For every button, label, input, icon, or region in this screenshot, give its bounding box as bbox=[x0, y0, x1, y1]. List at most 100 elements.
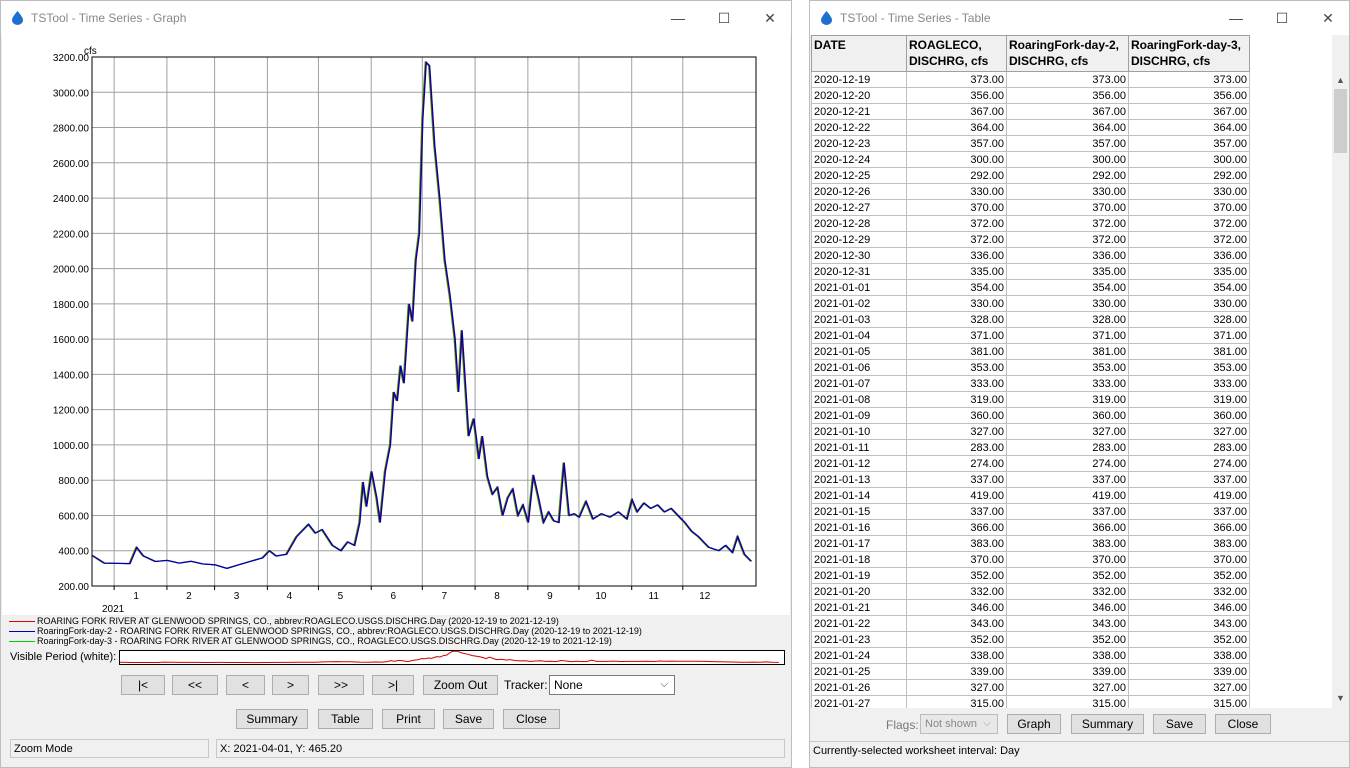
back-button[interactable]: < bbox=[226, 675, 265, 695]
value-cell[interactable]: 300.00 bbox=[1128, 151, 1250, 168]
value-cell[interactable]: 337.00 bbox=[1006, 503, 1129, 520]
table-row[interactable]: 2021-01-04 371.00 371.00 371.00 bbox=[811, 327, 1250, 344]
value-cell[interactable]: 319.00 bbox=[1006, 391, 1129, 408]
date-cell[interactable]: 2021-01-10 bbox=[811, 423, 907, 440]
value-cell[interactable]: 353.00 bbox=[1006, 359, 1129, 376]
value-cell[interactable]: 333.00 bbox=[906, 375, 1007, 392]
date-cell[interactable]: 2021-01-12 bbox=[811, 455, 907, 472]
date-cell[interactable]: 2021-01-08 bbox=[811, 391, 907, 408]
tracker-select[interactable]: None ⌵ bbox=[549, 675, 675, 695]
value-cell[interactable]: 330.00 bbox=[1006, 183, 1129, 200]
value-cell[interactable]: 343.00 bbox=[1006, 615, 1129, 632]
date-cell[interactable]: 2021-01-27 bbox=[811, 695, 907, 708]
table-row[interactable]: 2021-01-03 328.00 328.00 328.00 bbox=[811, 311, 1250, 328]
value-cell[interactable]: 343.00 bbox=[906, 615, 1007, 632]
maximize-button[interactable]: ☐ bbox=[1275, 9, 1289, 26]
table-row[interactable]: 2021-01-26 327.00 327.00 327.00 bbox=[811, 679, 1250, 696]
value-cell[interactable]: 315.00 bbox=[1006, 695, 1129, 708]
value-cell[interactable]: 336.00 bbox=[906, 247, 1007, 264]
table-row[interactable]: 2020-12-31 335.00 335.00 335.00 bbox=[811, 263, 1250, 280]
value-cell[interactable]: 366.00 bbox=[1128, 519, 1250, 536]
minimize-button[interactable]: — bbox=[671, 10, 685, 26]
value-cell[interactable]: 274.00 bbox=[1128, 455, 1250, 472]
date-cell[interactable]: 2021-01-15 bbox=[811, 503, 907, 520]
value-cell[interactable]: 292.00 bbox=[906, 167, 1007, 184]
value-cell[interactable]: 353.00 bbox=[906, 359, 1007, 376]
value-cell[interactable]: 352.00 bbox=[1006, 631, 1129, 648]
scrollbar-thumb[interactable] bbox=[1334, 89, 1347, 153]
table-row[interactable]: 2021-01-17 383.00 383.00 383.00 bbox=[811, 535, 1250, 552]
value-cell[interactable]: 364.00 bbox=[1128, 119, 1250, 136]
value-cell[interactable]: 372.00 bbox=[906, 231, 1007, 248]
zoom-out-button[interactable]: Zoom Out bbox=[423, 675, 498, 695]
value-cell[interactable]: 372.00 bbox=[906, 215, 1007, 232]
table-row[interactable]: 2021-01-01 354.00 354.00 354.00 bbox=[811, 279, 1250, 296]
value-cell[interactable]: 357.00 bbox=[1128, 135, 1250, 152]
value-cell[interactable]: 332.00 bbox=[1128, 583, 1250, 600]
value-cell[interactable]: 381.00 bbox=[906, 343, 1007, 360]
value-cell[interactable]: 360.00 bbox=[1006, 407, 1129, 424]
value-cell[interactable]: 335.00 bbox=[906, 263, 1007, 280]
value-cell[interactable]: 356.00 bbox=[906, 87, 1007, 104]
value-cell[interactable]: 370.00 bbox=[1006, 551, 1129, 568]
graph-canvas[interactable]: 3200.00 3000.00 2800.00 2600.00 2400.00 2200.… bbox=[2, 35, 790, 615]
table-row[interactable]: 2021-01-05 381.00 381.00 381.00 bbox=[811, 343, 1250, 360]
table-row[interactable]: 2021-01-10 327.00 327.00 327.00 bbox=[811, 423, 1250, 440]
value-cell[interactable]: 364.00 bbox=[906, 119, 1007, 136]
value-cell[interactable]: 330.00 bbox=[906, 183, 1007, 200]
value-cell[interactable]: 274.00 bbox=[906, 455, 1007, 472]
table-row[interactable]: 2021-01-21 346.00 346.00 346.00 bbox=[811, 599, 1250, 616]
table-row[interactable]: 2021-01-27 315.00 315.00 315.00 bbox=[811, 695, 1250, 708]
value-cell[interactable]: 360.00 bbox=[1128, 407, 1250, 424]
value-cell[interactable]: 373.00 bbox=[1006, 71, 1129, 88]
time-series-table[interactable]: DATE ROAGLECO, DISCHRG, cfs RoaringFork-day… bbox=[811, 35, 1332, 708]
value-cell[interactable]: 367.00 bbox=[906, 103, 1007, 120]
date-cell[interactable]: 2021-01-01 bbox=[811, 279, 907, 296]
value-cell[interactable]: 370.00 bbox=[1006, 199, 1129, 216]
summary-button[interactable]: Summary bbox=[1071, 714, 1144, 734]
value-cell[interactable]: 328.00 bbox=[1128, 311, 1250, 328]
date-cell[interactable]: 2021-01-22 bbox=[811, 615, 907, 632]
close-button[interactable]: Close bbox=[503, 709, 560, 729]
table-row[interactable]: 2020-12-20 356.00 356.00 356.00 bbox=[811, 87, 1250, 104]
date-cell[interactable]: 2021-01-17 bbox=[811, 535, 907, 552]
date-cell[interactable]: 2020-12-28 bbox=[811, 215, 907, 232]
scroll-down-icon[interactable]: ▼ bbox=[1336, 692, 1345, 703]
value-cell[interactable]: 354.00 bbox=[1006, 279, 1129, 296]
value-cell[interactable]: 333.00 bbox=[1006, 375, 1129, 392]
value-cell[interactable]: 357.00 bbox=[1006, 135, 1129, 152]
value-cell[interactable]: 346.00 bbox=[1006, 599, 1129, 616]
value-cell[interactable]: 352.00 bbox=[1128, 631, 1250, 648]
table-row[interactable]: 2021-01-24 338.00 338.00 338.00 bbox=[811, 647, 1250, 664]
date-cell[interactable]: 2021-01-06 bbox=[811, 359, 907, 376]
page-forward-button[interactable]: >> bbox=[318, 675, 364, 695]
value-cell[interactable]: 328.00 bbox=[906, 311, 1007, 328]
column-header[interactable]: RoaringFork-day-3, DISCHRG, cfs bbox=[1128, 35, 1250, 72]
table-row[interactable]: 2021-01-12 274.00 274.00 274.00 bbox=[811, 455, 1250, 472]
value-cell[interactable]: 292.00 bbox=[1006, 167, 1129, 184]
close-window-button[interactable]: ✕ bbox=[764, 9, 776, 26]
date-cell[interactable]: 2020-12-26 bbox=[811, 183, 907, 200]
date-cell[interactable]: 2020-12-31 bbox=[811, 263, 907, 280]
value-cell[interactable]: 327.00 bbox=[1006, 423, 1129, 440]
value-cell[interactable]: 354.00 bbox=[906, 279, 1007, 296]
value-cell[interactable]: 330.00 bbox=[1006, 295, 1129, 312]
date-cell[interactable]: 2021-01-07 bbox=[811, 375, 907, 392]
value-cell[interactable]: 356.00 bbox=[1006, 87, 1129, 104]
value-cell[interactable]: 315.00 bbox=[1128, 695, 1250, 708]
value-cell[interactable]: 371.00 bbox=[1128, 327, 1250, 344]
date-cell[interactable]: 2020-12-23 bbox=[811, 135, 907, 152]
table-row[interactable]: 2021-01-20 332.00 332.00 332.00 bbox=[811, 583, 1250, 600]
value-cell[interactable]: 330.00 bbox=[1128, 295, 1250, 312]
summary-button[interactable]: Summary bbox=[236, 709, 308, 729]
value-cell[interactable]: 366.00 bbox=[1006, 519, 1129, 536]
value-cell[interactable]: 360.00 bbox=[906, 407, 1007, 424]
value-cell[interactable]: 338.00 bbox=[1006, 647, 1129, 664]
value-cell[interactable]: 319.00 bbox=[1128, 391, 1250, 408]
value-cell[interactable]: 337.00 bbox=[1006, 471, 1129, 488]
date-cell[interactable]: 2020-12-24 bbox=[811, 151, 907, 168]
value-cell[interactable]: 383.00 bbox=[906, 535, 1007, 552]
value-cell[interactable]: 327.00 bbox=[906, 679, 1007, 696]
table-row[interactable]: 2020-12-28 372.00 372.00 372.00 bbox=[811, 215, 1250, 232]
value-cell[interactable]: 335.00 bbox=[1128, 263, 1250, 280]
